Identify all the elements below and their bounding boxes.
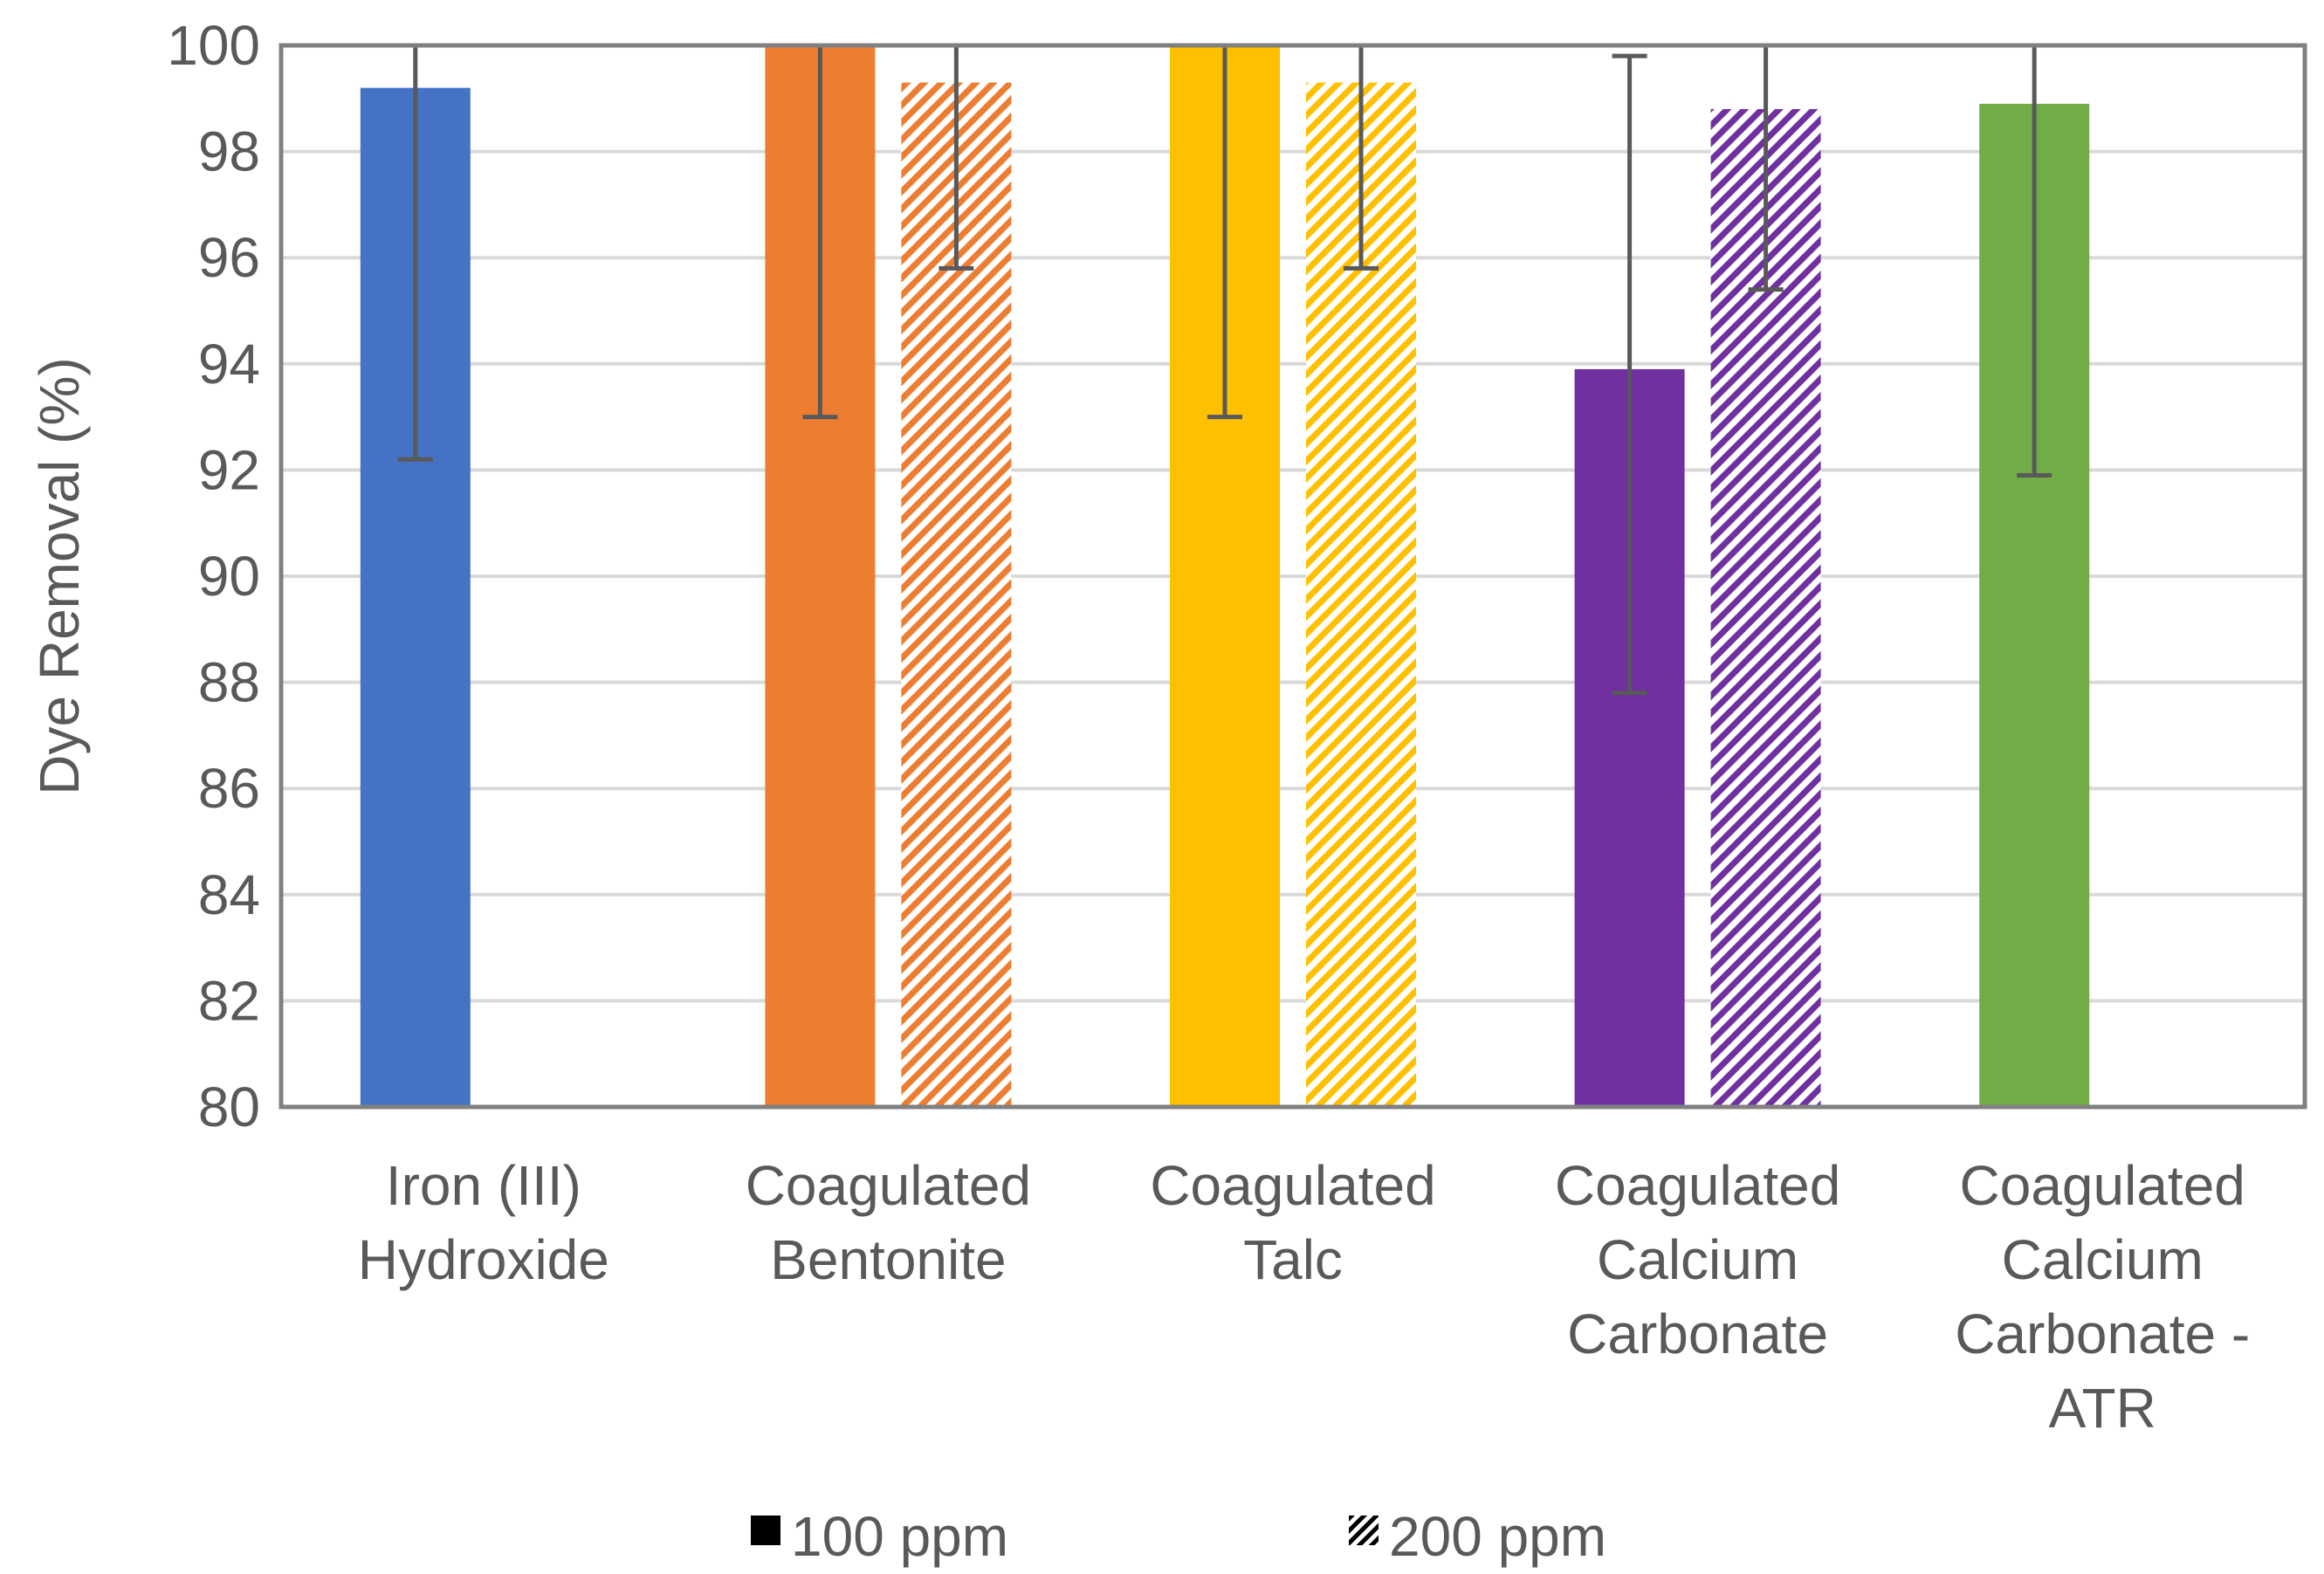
y-tick-label: 98 (198, 120, 260, 183)
legend-swatch (751, 1516, 780, 1545)
legend-swatch (1349, 1516, 1379, 1545)
legend: 100 ppm 200 ppm (751, 1505, 1606, 1568)
category-label: Coagulated (1960, 1154, 2245, 1217)
category-label: Carbonate - (1955, 1303, 2250, 1365)
plot-area-border (278, 43, 2307, 1110)
y-tick-label: 84 (198, 863, 260, 926)
y-tick-label: 86 (198, 757, 260, 820)
category-label: ATR (2049, 1377, 2156, 1440)
error-bars (397, 45, 2052, 696)
y-axis-title: Dye Removal (%) (28, 357, 91, 794)
y-tick-label: 80 (198, 1076, 260, 1138)
y-tick-label: 88 (198, 651, 260, 714)
category-label: Coagulated (746, 1154, 1031, 1217)
legend-label: 200 ppm (1389, 1505, 1606, 1568)
category-label: Carbonate (1567, 1303, 1828, 1365)
category-labels: Iron (III) Hydroxide Coagulated Bentonite Co… (358, 1154, 2250, 1440)
y-tick-label: 94 (198, 333, 260, 395)
legend-label: 100 ppm (791, 1505, 1008, 1568)
category-label: Hydroxide (358, 1228, 609, 1291)
y-tick-label: 92 (198, 438, 260, 501)
y-tick-label: 90 (198, 545, 260, 608)
category-label: Bentonite (770, 1228, 1006, 1291)
y-tick-labels: 80 82 84 86 88 90 92 94 96 98 100 (167, 14, 260, 1138)
y-tick-label: 82 (198, 969, 260, 1032)
category-label: Iron (III) (386, 1154, 581, 1217)
category-label: Coagulated (1555, 1154, 1840, 1217)
bars (360, 45, 2090, 1108)
y-tick-label: 100 (167, 14, 260, 77)
category-label: Talc (1243, 1228, 1343, 1291)
y-tick-label: 96 (198, 226, 260, 289)
category-label: Calcium (1597, 1228, 1798, 1291)
category-label: Coagulated (1150, 1154, 1435, 1217)
category-label: Calcium (2002, 1228, 2204, 1291)
